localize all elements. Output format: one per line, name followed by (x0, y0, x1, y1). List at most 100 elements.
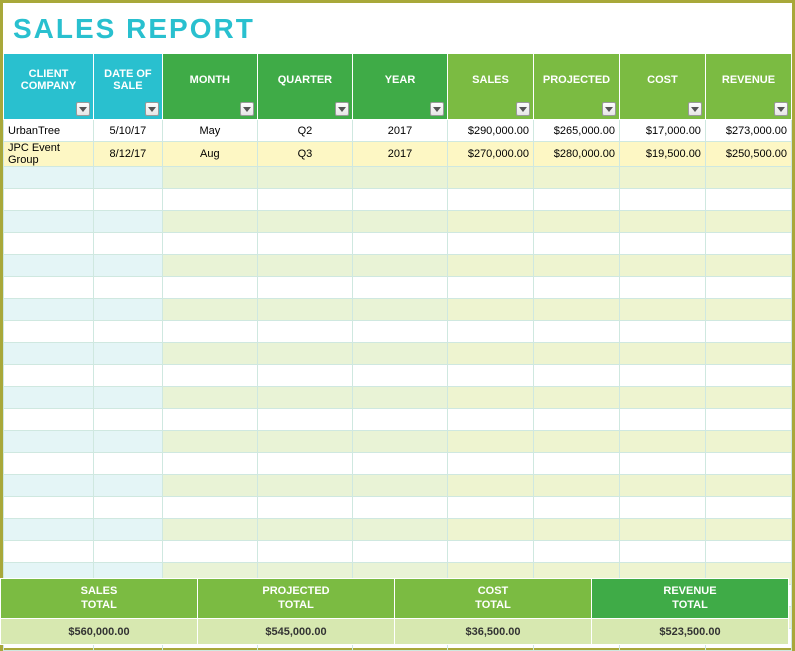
cell-sales[interactable] (448, 255, 534, 277)
cell-year[interactable] (352, 475, 447, 497)
cell-quarter[interactable]: Q3 (257, 142, 352, 167)
cell-year[interactable] (352, 255, 447, 277)
cell-sales[interactable] (448, 299, 534, 321)
cell-year[interactable] (352, 387, 447, 409)
cell-quarter[interactable] (257, 277, 352, 299)
cell-month[interactable] (162, 409, 257, 431)
cell-month[interactable] (162, 277, 257, 299)
cell-year[interactable] (352, 497, 447, 519)
cell-projected[interactable] (534, 167, 620, 189)
cell-revenue[interactable] (705, 189, 791, 211)
cell-revenue[interactable] (705, 519, 791, 541)
cell-sales[interactable] (448, 497, 534, 519)
cell-year[interactable]: 2017 (352, 142, 447, 167)
cell-cost[interactable] (619, 255, 705, 277)
cell-client[interactable] (4, 365, 94, 387)
cell-year[interactable] (352, 519, 447, 541)
cell-projected[interactable] (534, 387, 620, 409)
cell-client[interactable] (4, 387, 94, 409)
cell-revenue[interactable] (705, 475, 791, 497)
cell-revenue[interactable] (705, 167, 791, 189)
cell-date[interactable] (94, 167, 163, 189)
cell-month[interactable] (162, 365, 257, 387)
cell-sales[interactable] (448, 365, 534, 387)
filter-button-projected[interactable] (602, 102, 616, 116)
cell-quarter[interactable] (257, 541, 352, 563)
cell-quarter[interactable] (257, 453, 352, 475)
cell-sales[interactable] (448, 167, 534, 189)
cell-client[interactable]: JPC Event Group (4, 142, 94, 167)
cell-year[interactable]: 2017 (352, 120, 447, 142)
cell-client[interactable] (4, 497, 94, 519)
cell-month[interactable] (162, 431, 257, 453)
cell-client[interactable] (4, 541, 94, 563)
cell-date[interactable] (94, 475, 163, 497)
cell-sales[interactable]: $290,000.00 (448, 120, 534, 142)
cell-revenue[interactable] (705, 387, 791, 409)
cell-revenue[interactable] (705, 497, 791, 519)
cell-projected[interactable]: $280,000.00 (534, 142, 620, 167)
cell-projected[interactable] (534, 453, 620, 475)
cell-year[interactable] (352, 189, 447, 211)
cell-month[interactable] (162, 189, 257, 211)
cell-year[interactable] (352, 167, 447, 189)
cell-revenue[interactable] (705, 365, 791, 387)
cell-quarter[interactable] (257, 387, 352, 409)
cell-month[interactable] (162, 321, 257, 343)
cell-quarter[interactable] (257, 167, 352, 189)
cell-cost[interactable]: $17,000.00 (619, 120, 705, 142)
cell-cost[interactable] (619, 475, 705, 497)
cell-projected[interactable] (534, 541, 620, 563)
cell-date[interactable] (94, 409, 163, 431)
cell-cost[interactable] (619, 453, 705, 475)
cell-quarter[interactable] (257, 189, 352, 211)
cell-client[interactable] (4, 211, 94, 233)
cell-month[interactable] (162, 453, 257, 475)
cell-revenue[interactable] (705, 255, 791, 277)
cell-client[interactable] (4, 453, 94, 475)
cell-revenue[interactable] (705, 299, 791, 321)
cell-sales[interactable] (448, 387, 534, 409)
cell-cost[interactable]: $19,500.00 (619, 142, 705, 167)
cell-date[interactable] (94, 211, 163, 233)
cell-quarter[interactable] (257, 255, 352, 277)
cell-sales[interactable] (448, 189, 534, 211)
cell-projected[interactable] (534, 365, 620, 387)
cell-date[interactable] (94, 255, 163, 277)
cell-date[interactable] (94, 387, 163, 409)
cell-year[interactable] (352, 321, 447, 343)
cell-client[interactable] (4, 233, 94, 255)
cell-projected[interactable] (534, 343, 620, 365)
cell-sales[interactable] (448, 277, 534, 299)
cell-projected[interactable] (534, 233, 620, 255)
cell-client[interactable] (4, 255, 94, 277)
cell-quarter[interactable] (257, 409, 352, 431)
cell-cost[interactable] (619, 541, 705, 563)
cell-sales[interactable] (448, 453, 534, 475)
cell-month[interactable] (162, 519, 257, 541)
cell-cost[interactable] (619, 299, 705, 321)
cell-client[interactable] (4, 167, 94, 189)
filter-button-client[interactable] (76, 102, 90, 116)
cell-quarter[interactable] (257, 321, 352, 343)
cell-projected[interactable] (534, 299, 620, 321)
cell-month[interactable] (162, 497, 257, 519)
cell-projected[interactable] (534, 189, 620, 211)
cell-quarter[interactable] (257, 233, 352, 255)
cell-year[interactable] (352, 541, 447, 563)
cell-revenue[interactable] (705, 409, 791, 431)
cell-sales[interactable] (448, 409, 534, 431)
cell-projected[interactable] (534, 519, 620, 541)
cell-cost[interactable] (619, 167, 705, 189)
cell-cost[interactable] (619, 431, 705, 453)
cell-revenue[interactable] (705, 453, 791, 475)
cell-date[interactable] (94, 299, 163, 321)
cell-client[interactable] (4, 299, 94, 321)
cell-quarter[interactable] (257, 211, 352, 233)
cell-date[interactable] (94, 453, 163, 475)
cell-quarter[interactable] (257, 475, 352, 497)
filter-button-year[interactable] (430, 102, 444, 116)
cell-client[interactable]: UrbanTree (4, 120, 94, 142)
cell-month[interactable] (162, 233, 257, 255)
cell-quarter[interactable]: Q2 (257, 120, 352, 142)
